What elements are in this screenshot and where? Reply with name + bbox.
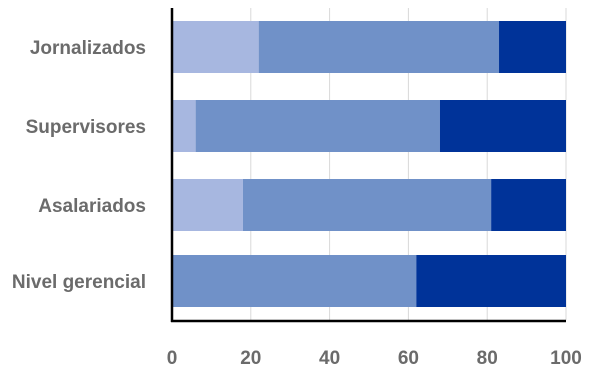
bar-segment xyxy=(439,100,566,152)
bar-segment xyxy=(242,179,492,231)
bar-segment xyxy=(172,255,417,307)
x-tick-label: 80 xyxy=(477,348,498,369)
x-tick-label: 40 xyxy=(319,348,340,369)
x-tick-label: 0 xyxy=(167,348,178,369)
bar-segment xyxy=(172,179,243,231)
category-label: Supervisores xyxy=(26,117,146,138)
x-tick-label: 100 xyxy=(550,348,582,369)
bar-segment xyxy=(172,100,196,152)
bar-segment xyxy=(195,100,440,152)
bar-segment xyxy=(172,21,259,73)
category-label: Asalariados xyxy=(38,196,146,217)
x-tick-label: 20 xyxy=(240,348,261,369)
bar-segment xyxy=(491,179,566,231)
bar-segment xyxy=(258,21,500,73)
bar-segment xyxy=(499,21,566,73)
bar-segment xyxy=(416,255,566,307)
category-labels: Jornalizados Supervisores Asalariados Nivel… xyxy=(12,38,146,293)
bars xyxy=(172,21,566,307)
x-tick-labels: 0 20 40 60 80 100 xyxy=(167,348,582,369)
x-tick-label: 60 xyxy=(398,348,419,369)
category-label: Nivel gerencial xyxy=(12,272,146,293)
category-label: Jornalizados xyxy=(30,38,146,59)
